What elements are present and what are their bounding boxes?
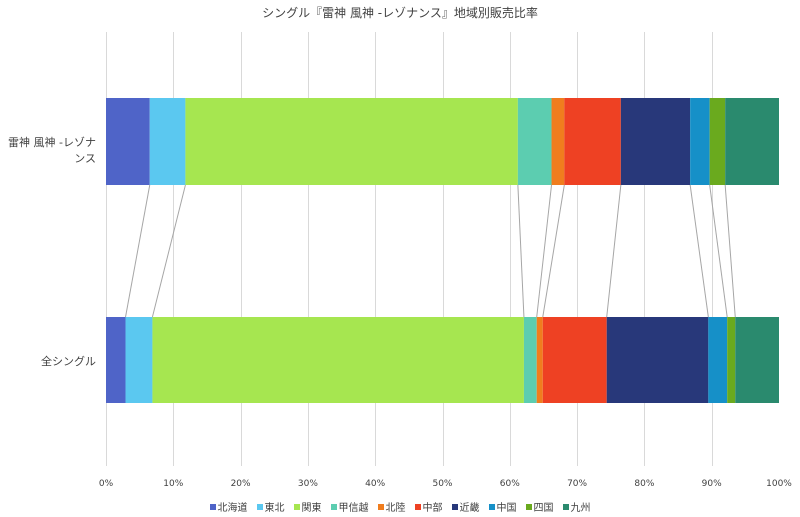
bar-segment-九州	[735, 317, 779, 403]
legend-swatch-icon	[488, 503, 495, 510]
legend-item: 中国	[488, 499, 517, 514]
legend-swatch-icon	[562, 503, 569, 510]
series-line	[689, 184, 709, 318]
legend-item: 北海道	[209, 499, 248, 514]
legend-item: 近畿	[451, 499, 480, 514]
bar-segment-甲信越	[523, 317, 537, 403]
bar-segment-北陸	[551, 98, 565, 185]
stacked-bar-chart	[106, 32, 779, 466]
series-line	[606, 184, 622, 318]
legend-item: 東北	[256, 499, 285, 514]
bar-segment-北陸	[536, 317, 543, 403]
bar-segment-東北	[149, 98, 186, 185]
legend-swatch-icon	[330, 503, 337, 510]
bar-segment-関東	[152, 317, 524, 403]
legend-swatch-icon	[256, 503, 263, 510]
bar-segment-中国	[708, 317, 728, 403]
legend-label: 中部	[422, 503, 443, 514]
x-tick-label: 50%	[432, 479, 453, 489]
bar-segment-九州	[725, 98, 779, 185]
series-line	[542, 184, 565, 318]
plot-area	[106, 32, 779, 466]
category-label-all-singles: 全シングル	[41, 355, 96, 368]
legend-label: 四国	[533, 503, 554, 514]
legend-label: 甲信越	[338, 503, 369, 514]
x-tick-label: 10%	[163, 479, 184, 489]
legend-swatch-icon	[293, 503, 300, 510]
x-tick-label: 0%	[98, 479, 114, 489]
x-tick-label: 20%	[230, 479, 251, 489]
legend-item: 中部	[414, 499, 443, 514]
series-line	[536, 184, 553, 318]
legend-item: 甲信越	[330, 499, 369, 514]
category-label-resonance: 雷神 風神 -レゾナンス	[8, 136, 96, 165]
bar-segment-北海道	[106, 98, 150, 185]
legend-swatch-icon	[525, 503, 532, 510]
legend-swatch-icon	[209, 503, 216, 510]
legend-item: 九州	[562, 499, 591, 514]
legend-item: 北陸	[377, 499, 406, 514]
bar-segment-甲信越	[517, 98, 552, 185]
legend-item: 関東	[293, 499, 322, 514]
bar-segment-近畿	[620, 98, 691, 185]
series-line	[724, 184, 736, 318]
bar-segment-北海道	[106, 317, 126, 403]
legend-label: 関東	[301, 503, 322, 514]
series-line	[151, 184, 186, 318]
legend-label: 東北	[264, 503, 285, 514]
legend-swatch-icon	[377, 503, 384, 510]
legend-label: 中国	[496, 503, 517, 514]
bar-segment-四国	[727, 317, 736, 403]
legend: 北海道 東北 関東 甲信越 北陸 中部 近畿 中国 四国 九州	[0, 499, 800, 514]
x-tick-label: 90%	[701, 479, 722, 489]
legend-label: 九州	[570, 503, 591, 514]
legend-label: 北陸	[385, 503, 406, 514]
legend-label: 北海道	[217, 503, 248, 514]
x-tick-label: 100%	[766, 479, 792, 489]
legend-swatch-icon	[451, 503, 458, 510]
x-tick-label: 70%	[567, 479, 588, 489]
bar-segment-近畿	[606, 317, 709, 403]
bar-segment-四国	[709, 98, 726, 185]
x-tick-label: 30%	[297, 479, 318, 489]
bar-segment-中国	[690, 98, 710, 185]
legend-item: 四国	[525, 499, 554, 514]
series-line	[709, 184, 728, 318]
bar-segment-関東	[185, 98, 518, 185]
x-tick-label: 80%	[634, 479, 655, 489]
x-tick-label: 40%	[365, 479, 386, 489]
x-tick-label: 60%	[499, 479, 520, 489]
bar-segment-東北	[125, 317, 153, 403]
series-line	[517, 184, 525, 318]
bar-segment-中部	[542, 317, 607, 403]
legend-swatch-icon	[414, 503, 421, 510]
chart-title: シングル『雷神 風神 -レゾナンス』地域別販売比率	[262, 6, 538, 20]
bar-segment-中部	[564, 98, 621, 185]
legend-label: 近畿	[459, 503, 480, 514]
series-line	[125, 184, 151, 318]
